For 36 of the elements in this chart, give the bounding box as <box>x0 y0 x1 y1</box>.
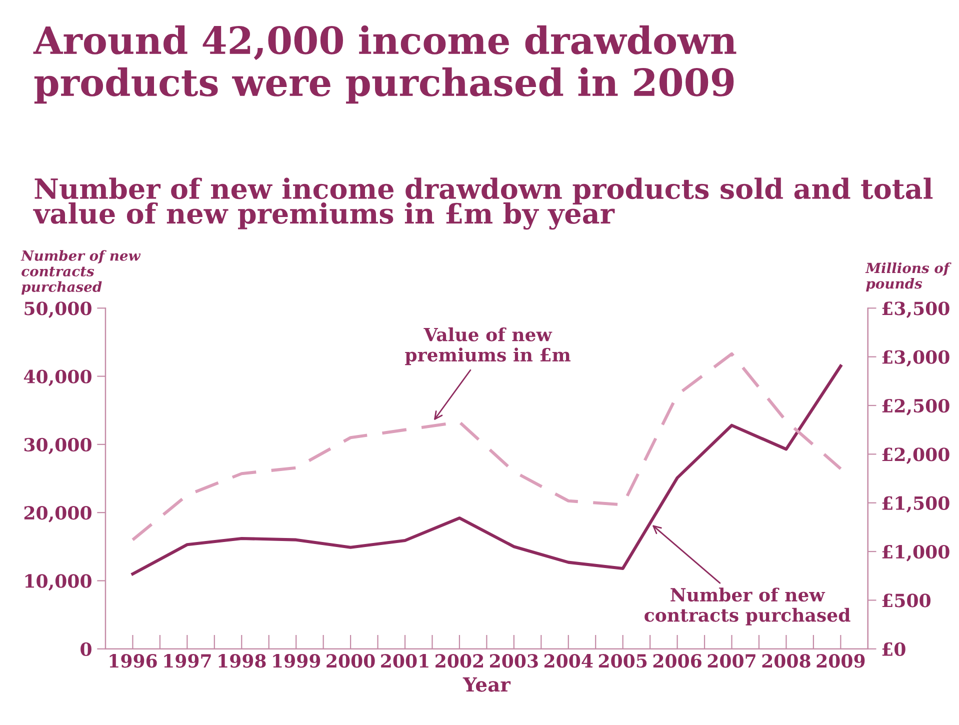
x-tick-label: 1998 <box>218 654 266 668</box>
x-tick-label: 2002 <box>436 654 483 668</box>
y2-tick-label: £1,000 <box>882 544 950 562</box>
x-tick-label: 2001 <box>381 654 428 668</box>
x-tick-label: 1997 <box>164 654 211 668</box>
x-tick-label: 2008 <box>762 654 810 668</box>
y2-tick-label: £2,500 <box>882 398 950 416</box>
y-tick-label: 10,000 <box>25 574 92 591</box>
y2-tick-label: £0 <box>882 642 906 656</box>
y2-tick-label: £1,500 <box>882 496 950 513</box>
y2-tick-label: £3,000 <box>882 350 950 367</box>
y-tick-label: 40,000 <box>24 370 92 386</box>
x-tick-label: 2004 <box>544 654 593 668</box>
chart-title: Around 42,000 income drawdown products were purchased in 2009 <box>33 25 736 104</box>
x-tick-label: 1999 <box>273 654 320 668</box>
x-tick-label: 2003 <box>490 654 538 668</box>
y2-axis-title: Millions of pounds <box>865 262 952 292</box>
y2-tick-label: £500 <box>882 594 930 608</box>
x-tick-label: 2009 <box>816 654 865 668</box>
x-tick-label: 2005 <box>598 654 647 668</box>
y-tick-label: 30,000 <box>24 438 92 454</box>
annotation: Number of new contracts purchased <box>644 588 850 626</box>
x-axis-title: Year <box>462 677 511 692</box>
y-tick-label: 0 <box>80 642 92 656</box>
annotation: Value of new premiums in £m <box>405 327 570 366</box>
y-axis-title: Number of new contracts purchased <box>20 250 141 295</box>
y-tick-label: 20,000 <box>24 506 92 522</box>
line-series <box>131 364 842 576</box>
x-tick-label: 2006 <box>653 654 702 668</box>
x-tick-label: 2007 <box>708 654 756 668</box>
chart-subtitle: Number of new income drawdown products sold and total value of new premiums in £m by year <box>33 178 933 230</box>
x-tick-label: 2000 <box>326 654 375 668</box>
x-tick-label: 1996 <box>110 654 157 668</box>
y2-tick-label: £2,000 <box>882 448 950 464</box>
y-tick-label: 50,000 <box>24 302 92 318</box>
y2-tick-label: £3,500 <box>882 302 950 318</box>
